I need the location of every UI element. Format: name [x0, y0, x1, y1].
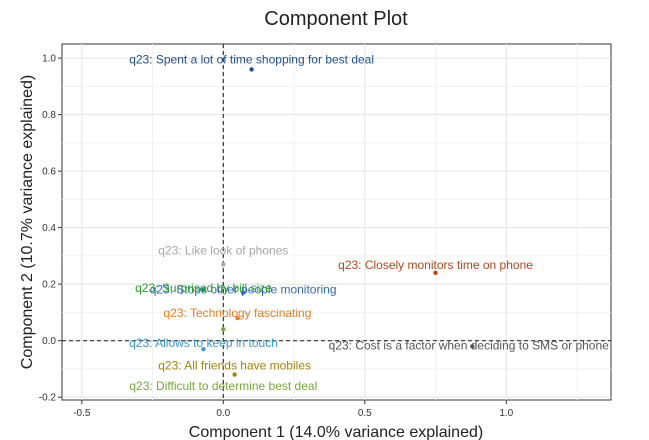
point-label: q23: Allows to keep in touch	[129, 336, 278, 350]
reference-lines	[62, 44, 611, 400]
y-tick-label: 0.8	[42, 110, 56, 121]
x-axis-ticks: -0.5 0.0 0.5 1.0	[73, 400, 514, 419]
data-points	[201, 67, 475, 377]
x-tick-label: -0.5	[73, 408, 91, 419]
y-tick-label: -0.2	[39, 393, 57, 404]
data-point	[221, 262, 226, 267]
data-point	[201, 287, 206, 293]
point-label: q23: Technology fascinating	[164, 306, 312, 320]
x-tick-label: 1.0	[499, 408, 513, 419]
data-point	[232, 372, 237, 377]
grid-lines	[62, 44, 611, 400]
point-label: q23: Like look of phones	[158, 243, 288, 257]
data-point	[240, 290, 246, 295]
y-tick-label: 0.2	[42, 280, 56, 291]
y-tick-label: 0.0	[42, 336, 56, 347]
data-point	[433, 270, 438, 276]
point-label: q23: Spent a lot of time shopping for be…	[129, 52, 374, 66]
x-tick-label: 0.5	[358, 408, 372, 419]
y-tick-label: 0.6	[42, 167, 56, 178]
y-axis-ticks: -0.2 0.0 0.2 0.4 0.6 0.8 1.0	[39, 54, 62, 404]
point-label: q23: Closely monitors time on phone	[338, 258, 533, 272]
point-labels: q23: Spent a lot of time shopping for be…	[129, 52, 609, 392]
point-label: q23: Cost is a factor when deciding to S…	[329, 338, 609, 352]
y-tick-label: 0.4	[42, 223, 56, 234]
x-tick-label: 0.0	[216, 408, 230, 419]
point-label: q23: Difficult to determine best deal	[129, 379, 317, 393]
data-point	[249, 67, 254, 72]
point-label: q23: Stops other people monitoring	[150, 283, 337, 297]
point-label: q23: All friends have mobiles	[158, 359, 311, 373]
data-point	[201, 346, 206, 352]
x-axis-label: Component 1 (14.0% variance explained)	[189, 424, 483, 440]
chart-title: Component Plot	[264, 8, 408, 30]
y-tick-label: 1.0	[42, 54, 56, 65]
data-point	[235, 315, 240, 321]
y-axis-label: Component 2 (10.7% variance explained)	[19, 75, 36, 369]
point-label: q23: Surprised by bill size	[135, 281, 272, 295]
data-point	[470, 344, 475, 349]
data-point	[221, 327, 226, 332]
